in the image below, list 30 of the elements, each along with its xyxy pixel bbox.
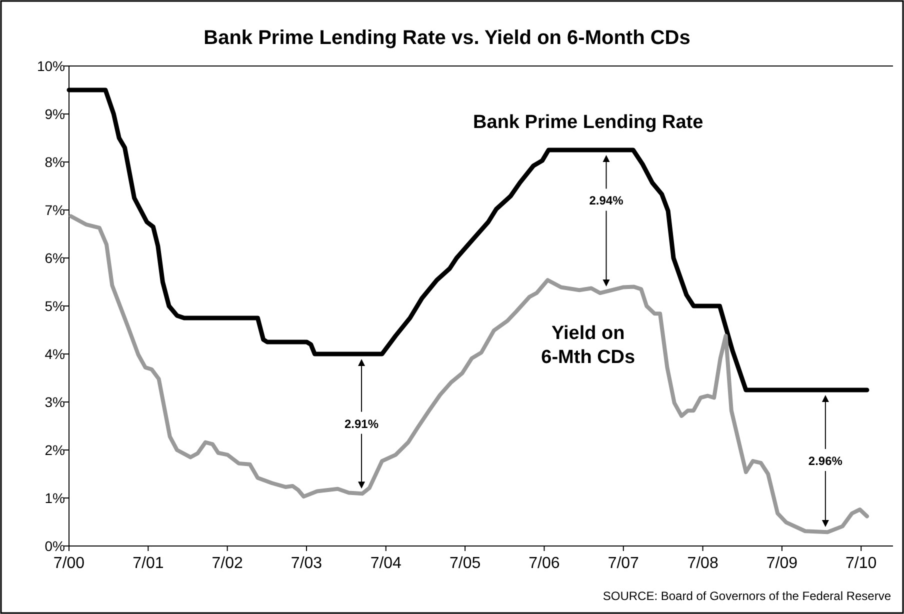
y-tick-label: 5% xyxy=(44,298,65,314)
x-tick-label: 7/06 xyxy=(528,555,560,572)
annotation: 2.94% xyxy=(589,194,624,208)
x-tick-label: 7/08 xyxy=(687,555,718,572)
y-tick-label: 6% xyxy=(44,250,65,266)
line-series xyxy=(68,214,869,534)
annotation: 2.91% xyxy=(344,416,379,431)
y-tick-label: 4% xyxy=(44,346,65,362)
y-tick-label: 2% xyxy=(44,442,65,458)
annotation: 2.96% xyxy=(808,454,843,468)
x-tick-label: 7/10 xyxy=(846,555,877,572)
source-note: SOURCE: Board of Governors of the Federal Reserve xyxy=(602,589,892,603)
chart-title: Bank Prime Lending Rate vs. Yield on 6-Month CDs xyxy=(204,27,690,49)
x-tick-label: 7/00 xyxy=(53,555,85,572)
y-tick-label: 0% xyxy=(44,538,65,554)
x-tick-label: 7/03 xyxy=(290,555,322,572)
x-tick-label: 7/02 xyxy=(212,555,244,572)
series-label: Bank Prime Lending Rate xyxy=(473,112,704,133)
y-tick-label: 7% xyxy=(44,202,65,218)
x-tick-label: 7/04 xyxy=(370,555,402,572)
x-tick-label: 7/01 xyxy=(132,555,164,572)
x-tick-label: 7/09 xyxy=(766,555,798,572)
y-tick-label: 8% xyxy=(44,154,65,170)
y-tick-label: 3% xyxy=(44,394,65,410)
y-tick-label: 10% xyxy=(36,58,65,74)
series-label: Yield on 6-Mth CDs xyxy=(541,322,636,368)
y-tick-label: 1% xyxy=(44,490,65,506)
x-tick-label: 7/07 xyxy=(608,555,640,572)
y-tick-label: 9% xyxy=(44,106,65,122)
x-tick-label: 7/05 xyxy=(449,555,481,572)
